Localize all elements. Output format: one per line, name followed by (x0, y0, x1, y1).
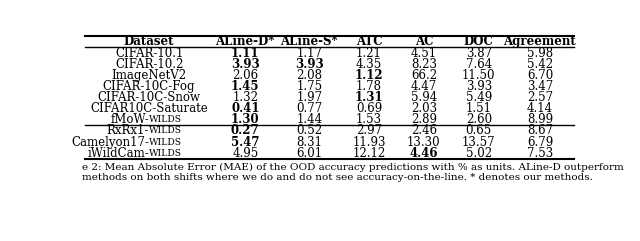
Text: 0.65: 0.65 (466, 125, 492, 137)
Text: 1.78: 1.78 (356, 80, 382, 93)
Text: 4.51: 4.51 (411, 47, 437, 60)
Text: 1.53: 1.53 (356, 113, 382, 126)
Text: 4.14: 4.14 (527, 102, 553, 115)
Text: 7.53: 7.53 (527, 147, 553, 160)
Text: Agreement: Agreement (504, 35, 576, 48)
Text: 0.52: 0.52 (296, 125, 323, 137)
Text: CIFAR-10C-Fog: CIFAR-10C-Fog (103, 80, 195, 93)
Text: 6.79: 6.79 (527, 136, 553, 149)
Text: 12.12: 12.12 (352, 147, 385, 160)
Text: AC: AC (415, 35, 433, 48)
Text: 8.23: 8.23 (411, 58, 437, 71)
Text: RxRx1-: RxRx1- (107, 125, 149, 137)
Text: CIFAR-10.1: CIFAR-10.1 (115, 47, 183, 60)
Text: fMoW-: fMoW- (110, 113, 149, 126)
Text: 4.35: 4.35 (356, 58, 382, 71)
Text: 2.60: 2.60 (466, 113, 492, 126)
Text: Camelyon17-: Camelyon17- (71, 136, 149, 149)
Text: 0.69: 0.69 (356, 102, 382, 115)
Text: 7.64: 7.64 (466, 58, 492, 71)
Text: DOC: DOC (464, 35, 494, 48)
Text: WILDS: WILDS (149, 149, 182, 158)
Text: 1.21: 1.21 (356, 47, 382, 60)
Text: 2.46: 2.46 (411, 125, 437, 137)
Text: ALine-D*: ALine-D* (216, 35, 275, 48)
Text: CIFAR-10C-Snow: CIFAR-10C-Snow (97, 91, 200, 104)
Text: 13.30: 13.30 (407, 136, 441, 149)
Text: ATC: ATC (356, 35, 382, 48)
Text: 2.89: 2.89 (411, 113, 437, 126)
Text: 0.41: 0.41 (231, 102, 259, 115)
Text: 1.75: 1.75 (296, 80, 323, 93)
Text: 2.06: 2.06 (232, 69, 259, 82)
Text: 66.2: 66.2 (411, 69, 437, 82)
Text: 1.11: 1.11 (231, 47, 259, 60)
Text: 1.12: 1.12 (355, 69, 383, 82)
Text: 4.95: 4.95 (232, 147, 259, 160)
Text: 3.93: 3.93 (295, 58, 324, 71)
Text: 0.77: 0.77 (296, 102, 323, 115)
Text: WILDS: WILDS (149, 127, 182, 135)
Text: 6.70: 6.70 (527, 69, 553, 82)
Text: 2.97: 2.97 (356, 125, 382, 137)
Text: 5.49: 5.49 (466, 91, 492, 104)
Text: 1.97: 1.97 (296, 91, 323, 104)
Text: 1.31: 1.31 (355, 91, 383, 104)
Text: 2.08: 2.08 (296, 69, 323, 82)
Text: 3.87: 3.87 (466, 47, 492, 60)
Text: 1.32: 1.32 (232, 91, 259, 104)
Text: ALine-S*: ALine-S* (280, 35, 338, 48)
Text: 3.93: 3.93 (231, 58, 260, 71)
Text: ImageNetV2: ImageNetV2 (111, 69, 187, 82)
Text: 5.02: 5.02 (466, 147, 492, 160)
Text: iWildCam-: iWildCam- (87, 147, 149, 160)
Text: 8.67: 8.67 (527, 125, 553, 137)
Text: 1.17: 1.17 (296, 47, 323, 60)
Text: 2.03: 2.03 (411, 102, 437, 115)
Text: 2.57: 2.57 (527, 91, 553, 104)
Text: 5.94: 5.94 (411, 91, 437, 104)
Text: 1.45: 1.45 (231, 80, 259, 93)
Text: e 2: Mean Absolute Error (MAE) of the OOD accuracy predictions with % as units. : e 2: Mean Absolute Error (MAE) of the OO… (83, 162, 624, 182)
Text: CIFAR10C-Saturate: CIFAR10C-Saturate (90, 102, 208, 115)
Text: 13.57: 13.57 (462, 136, 495, 149)
Text: 11.93: 11.93 (352, 136, 386, 149)
Text: WILDS: WILDS (149, 115, 182, 124)
Text: Dataset: Dataset (124, 35, 174, 48)
Text: 1.44: 1.44 (296, 113, 323, 126)
Text: 6.01: 6.01 (296, 147, 323, 160)
Text: 0.27: 0.27 (231, 125, 260, 137)
Text: 3.93: 3.93 (466, 80, 492, 93)
Text: CIFAR-10.2: CIFAR-10.2 (115, 58, 183, 71)
Text: 1.51: 1.51 (466, 102, 492, 115)
Text: 5.42: 5.42 (527, 58, 553, 71)
Text: 1.30: 1.30 (231, 113, 260, 126)
Text: 5.98: 5.98 (527, 47, 553, 60)
Text: 3.47: 3.47 (527, 80, 553, 93)
Text: 8.99: 8.99 (527, 113, 553, 126)
Text: WILDS: WILDS (149, 138, 182, 147)
Text: 11.50: 11.50 (462, 69, 495, 82)
Text: 8.31: 8.31 (296, 136, 323, 149)
Text: 5.47: 5.47 (231, 136, 259, 149)
Text: 4.46: 4.46 (410, 147, 438, 160)
Text: 4.47: 4.47 (411, 80, 437, 93)
